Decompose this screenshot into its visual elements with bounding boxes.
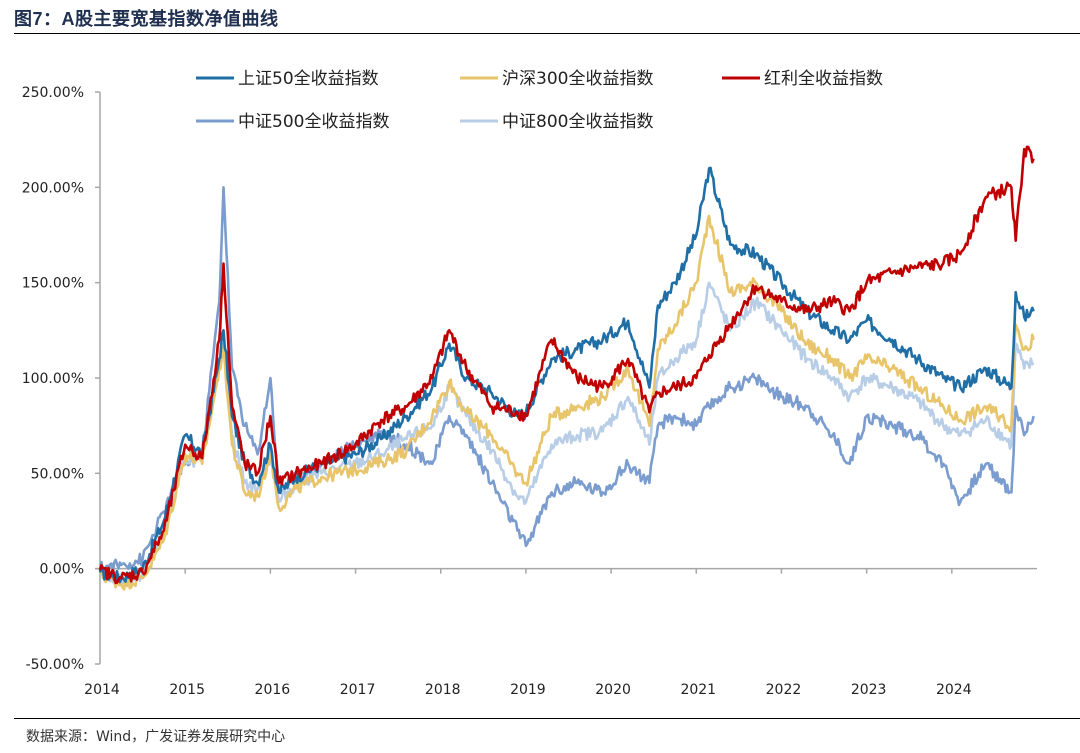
- x-tick-label: 2022: [766, 682, 802, 698]
- x-tick-label: 2023: [851, 682, 887, 698]
- x-tick-label: 2019: [510, 682, 546, 698]
- x-tick-label: 2014: [84, 682, 120, 698]
- legend-label: 上证50全收益指数: [238, 69, 379, 89]
- series-line-0: [98, 166, 1035, 584]
- legend-item-4: 中证800全收益指数: [460, 112, 653, 132]
- x-tick-label: 2017: [340, 682, 376, 698]
- x-tick-label: 2018: [425, 682, 461, 698]
- x-tick-label: 2024: [936, 682, 972, 698]
- legend-label: 中证500全收益指数: [238, 112, 389, 132]
- y-tick-label: 100.00%: [22, 371, 84, 387]
- legend-item-1: 沪深300全收益指数: [460, 69, 653, 89]
- y-tick-label: 200.00%: [22, 180, 84, 196]
- series-line-4: [98, 281, 1035, 586]
- x-tick-label: 2015: [169, 682, 205, 698]
- source-note: 数据来源：Wind，广发证券发展研究中心: [26, 729, 286, 745]
- y-tick-label: 50.00%: [31, 466, 84, 482]
- legend-label: 中证800全收益指数: [502, 112, 653, 132]
- x-tick-label: 2016: [255, 682, 291, 698]
- series-line-1: [98, 214, 1035, 591]
- x-tick-label: 2021: [680, 682, 716, 698]
- series-line-3: [98, 186, 1035, 575]
- legend-label: 红利全收益指数: [764, 69, 883, 89]
- y-tick-label: 0.00%: [40, 562, 84, 578]
- legend-item-3: 中证500全收益指数: [196, 112, 389, 132]
- x-tick-label: 2020: [595, 682, 631, 698]
- footer-divider: [14, 718, 1080, 719]
- legend-item-0: 上证50全收益指数: [196, 69, 379, 89]
- y-tick-label: -50.00%: [26, 657, 84, 673]
- chart-lines: [98, 145, 1035, 591]
- chart-axes: -50.00% 0.00% 50.00% 100.00% 150.00% 200.00% 2…: [22, 85, 1037, 698]
- title-divider: [14, 33, 1080, 34]
- figure-title: 图7：A股主要宽基指数净值曲线: [14, 9, 279, 29]
- legend-item-2: 红利全收益指数: [722, 69, 883, 89]
- series-line-2: [98, 145, 1035, 585]
- legend-label: 沪深300全收益指数: [502, 69, 653, 89]
- y-tick-label: 150.00%: [22, 276, 84, 292]
- y-tick-label: 250.00%: [22, 85, 84, 101]
